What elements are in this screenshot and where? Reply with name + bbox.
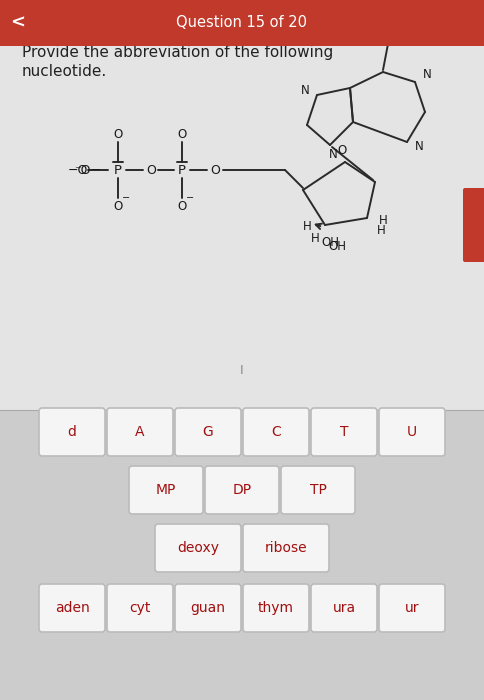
Text: nucleotide.: nucleotide.	[22, 64, 107, 80]
FancyBboxPatch shape	[243, 584, 309, 632]
Text: <: <	[10, 14, 25, 32]
Text: G: G	[203, 425, 213, 439]
Text: O: O	[113, 127, 122, 141]
Text: N: N	[329, 148, 337, 162]
Text: −O: −O	[68, 164, 89, 176]
Text: H: H	[302, 220, 311, 234]
Text: O: O	[210, 164, 220, 176]
Text: N: N	[415, 141, 424, 153]
Text: TP: TP	[310, 483, 326, 497]
Text: guan: guan	[191, 601, 226, 615]
FancyBboxPatch shape	[463, 188, 484, 262]
Text: ⁻O−: ⁻O−	[75, 164, 102, 176]
FancyBboxPatch shape	[107, 408, 173, 456]
FancyBboxPatch shape	[129, 466, 203, 514]
FancyBboxPatch shape	[175, 408, 241, 456]
Text: I: I	[240, 363, 244, 377]
Text: OH: OH	[328, 241, 346, 253]
Text: ura: ura	[333, 601, 356, 615]
FancyBboxPatch shape	[311, 584, 377, 632]
Text: cyt: cyt	[129, 601, 151, 615]
Bar	[0, 46, 484, 410]
Text: ribose: ribose	[265, 541, 307, 555]
Text: P: P	[114, 164, 122, 176]
Text: OH: OH	[321, 237, 339, 249]
Bar	[0, 410, 484, 700]
Text: H: H	[377, 223, 385, 237]
Text: O: O	[337, 144, 347, 158]
Text: ur: ur	[405, 601, 419, 615]
Text: C: C	[271, 425, 281, 439]
Text: O: O	[177, 199, 187, 213]
FancyBboxPatch shape	[243, 408, 309, 456]
Text: aden: aden	[55, 601, 90, 615]
FancyBboxPatch shape	[205, 466, 279, 514]
Text: T: T	[340, 425, 348, 439]
FancyBboxPatch shape	[281, 466, 355, 514]
Text: H: H	[311, 232, 319, 246]
Text: thym: thym	[258, 601, 294, 615]
FancyBboxPatch shape	[379, 408, 445, 456]
Text: −: −	[122, 193, 130, 203]
Text: d: d	[68, 425, 76, 439]
Text: Question 15 of 20: Question 15 of 20	[177, 15, 307, 30]
Text: O: O	[146, 164, 156, 176]
Text: N: N	[301, 83, 309, 97]
FancyBboxPatch shape	[39, 584, 105, 632]
FancyBboxPatch shape	[243, 524, 329, 572]
Text: P: P	[178, 164, 186, 176]
FancyBboxPatch shape	[39, 408, 105, 456]
Text: −: −	[186, 193, 194, 203]
Bar	[0, 0, 484, 46]
Text: DP: DP	[232, 483, 252, 497]
Text: U: U	[407, 425, 417, 439]
Text: N: N	[423, 67, 431, 80]
Text: Provide the abbreviation of the following: Provide the abbreviation of the followin…	[22, 45, 333, 60]
Text: A: A	[135, 425, 145, 439]
Text: deoxy: deoxy	[177, 541, 219, 555]
Text: MP: MP	[156, 483, 176, 497]
Text: O: O	[113, 199, 122, 213]
Text: NH₂: NH₂	[394, 27, 418, 41]
FancyBboxPatch shape	[175, 584, 241, 632]
Text: O: O	[177, 127, 187, 141]
FancyBboxPatch shape	[379, 584, 445, 632]
FancyBboxPatch shape	[155, 524, 241, 572]
FancyBboxPatch shape	[107, 584, 173, 632]
Text: H: H	[378, 214, 387, 227]
FancyBboxPatch shape	[311, 408, 377, 456]
